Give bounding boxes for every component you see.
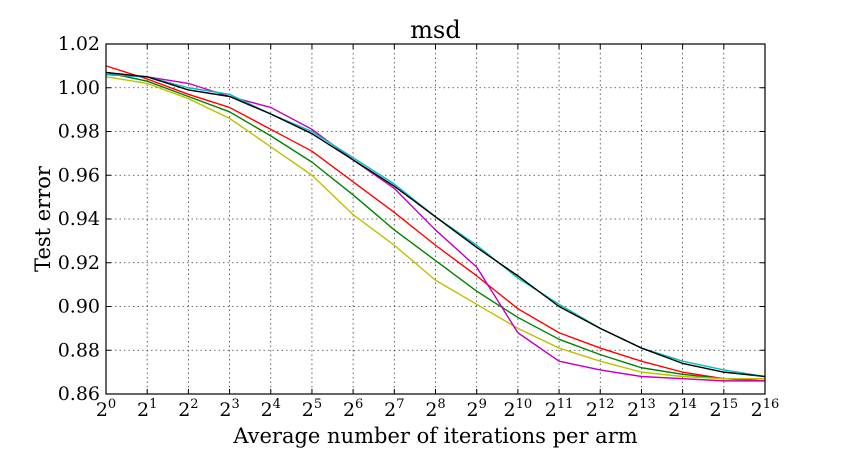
- x-tick-exponent: 15: [722, 397, 739, 412]
- x-tick-label: 22: [178, 397, 198, 421]
- x-tick-exponent: 5: [314, 397, 322, 412]
- series-line-2: [105, 71, 765, 380]
- x-tick-base: 2: [384, 399, 396, 421]
- x-tick-label: 27: [384, 397, 404, 421]
- x-tick-base: 2: [709, 399, 721, 421]
- y-tick-label: 0.86: [58, 383, 100, 405]
- grid: [106, 44, 765, 394]
- x-tick-label: 214: [668, 397, 697, 421]
- x-tick-base: 2: [302, 399, 314, 421]
- series-line-3: [105, 76, 765, 380]
- x-tick-label: 212: [586, 397, 615, 421]
- x-tick-exponent: 7: [396, 397, 404, 412]
- x-tick-label: 28: [425, 397, 445, 421]
- x-tick-exponent: 9: [479, 397, 487, 412]
- x-tick-label: 20: [96, 397, 116, 421]
- x-tick-exponent: 16: [763, 397, 780, 412]
- x-tick-exponent: 6: [355, 397, 363, 412]
- x-tick-label: 26: [343, 397, 363, 421]
- x-tick-label: 25: [302, 397, 322, 421]
- x-axis-label: Average number of iterations per arm: [232, 424, 637, 448]
- x-tick-base: 2: [425, 399, 437, 421]
- x-tick-base: 2: [219, 399, 231, 421]
- x-tick-label: 211: [545, 397, 574, 421]
- x-tick-exponent: 8: [437, 397, 445, 412]
- y-tick-label: 0.88: [58, 339, 100, 361]
- x-tick-exponent: 12: [598, 397, 615, 412]
- x-tick-exponent: 0: [108, 397, 116, 412]
- x-tick-label: 215: [709, 397, 738, 421]
- y-axis-ticks: 0.86 0.88 0.90 0.92 0.94 0.96 0.98 1.00 1.02: [58, 33, 765, 405]
- y-tick-label: 0.92: [58, 252, 100, 274]
- x-tick-exponent: 13: [639, 397, 656, 412]
- x-tick-base: 2: [586, 399, 598, 421]
- y-tick-label: 1.00: [58, 77, 100, 99]
- y-tick-label: 1.02: [58, 33, 100, 55]
- chart-title: msd: [410, 16, 460, 44]
- x-tick-exponent: 10: [516, 397, 533, 412]
- series-line-5: [105, 73, 766, 378]
- series-line-1: [105, 65, 766, 382]
- x-tick-exponent: 1: [149, 397, 157, 412]
- x-tick-exponent: 4: [273, 397, 281, 412]
- x-tick-exponent: 14: [680, 397, 697, 412]
- x-tick-base: 2: [627, 399, 639, 421]
- x-axis-ticks: 20 21 22 23 24 25 26 27 28 29 210 211 212 213 214 215 21…: [96, 44, 780, 421]
- x-tick-base: 2: [751, 399, 763, 421]
- x-tick-label: 21: [137, 397, 157, 421]
- x-tick-label: 216: [751, 397, 780, 421]
- x-tick-base: 2: [545, 399, 557, 421]
- x-tick-label: 213: [627, 397, 656, 421]
- x-tick-base: 2: [504, 399, 516, 421]
- x-tick-exponent: 11: [557, 397, 574, 412]
- x-tick-label: 24: [261, 397, 281, 421]
- x-tick-base: 2: [668, 399, 680, 421]
- series-line-6: [105, 71, 766, 378]
- x-tick-base: 2: [96, 399, 108, 421]
- x-tick-base: 2: [137, 399, 149, 421]
- x-tick-base: 2: [343, 399, 355, 421]
- series-lines: [105, 65, 766, 382]
- y-tick-label: 0.96: [58, 164, 100, 186]
- x-tick-base: 2: [467, 399, 479, 421]
- y-tick-label: 0.94: [58, 208, 100, 230]
- x-tick-label: 210: [504, 397, 533, 421]
- x-tick-base: 2: [261, 399, 273, 421]
- x-tick-label: 29: [467, 397, 487, 421]
- x-tick-base: 2: [178, 399, 190, 421]
- x-tick-exponent: 2: [190, 397, 198, 412]
- x-tick-exponent: 3: [231, 397, 239, 412]
- x-tick-label: 23: [219, 397, 239, 421]
- y-tick-label: 0.98: [58, 121, 100, 143]
- y-tick-label: 0.90: [58, 296, 100, 318]
- y-axis-label: Test error: [31, 165, 55, 272]
